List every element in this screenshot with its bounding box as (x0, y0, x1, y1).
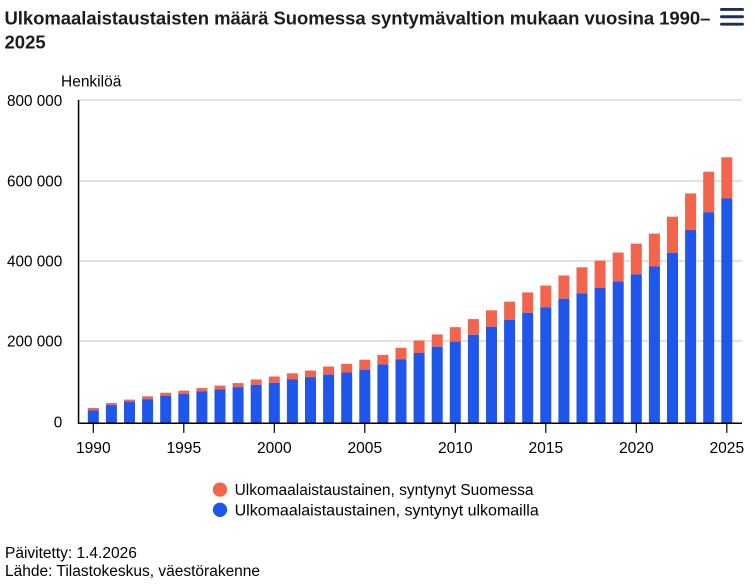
svg-text:2025: 2025 (5, 32, 46, 53)
svg-text:200 000: 200 000 (7, 334, 62, 351)
svg-text:Henkilöä: Henkilöä (61, 74, 122, 91)
svg-text:Lähde: Tilastokeskus, väestöra: Lähde: Tilastokeskus, väestörakenne (5, 563, 260, 580)
svg-text:800 000: 800 000 (7, 93, 62, 110)
svg-text:0: 0 (54, 414, 63, 431)
svg-text:1990: 1990 (76, 440, 111, 457)
svg-text:400 000: 400 000 (7, 254, 62, 271)
svg-text:2010: 2010 (438, 440, 473, 457)
svg-text:2000: 2000 (257, 440, 292, 457)
svg-text:Ulkomaalaistaustainen, syntyny: Ulkomaalaistaustainen, syntynyt ulkomail… (235, 502, 539, 519)
svg-text:600 000: 600 000 (7, 174, 62, 191)
svg-text:Päivitetty: 1.4.2026: Päivitetty: 1.4.2026 (5, 545, 137, 562)
svg-text:2015: 2015 (528, 440, 563, 457)
svg-text:Ulkomaalaistaustaisten määrä S: Ulkomaalaistaustaisten määrä Suomessa sy… (5, 7, 711, 28)
svg-text:2020: 2020 (619, 440, 654, 457)
svg-text:2025: 2025 (709, 440, 744, 457)
svg-text:1995: 1995 (166, 440, 201, 457)
svg-text:2005: 2005 (347, 440, 382, 457)
svg-text:Ulkomaalaistaustainen, syntyny: Ulkomaalaistaustainen, syntynyt Suomessa (235, 482, 534, 499)
